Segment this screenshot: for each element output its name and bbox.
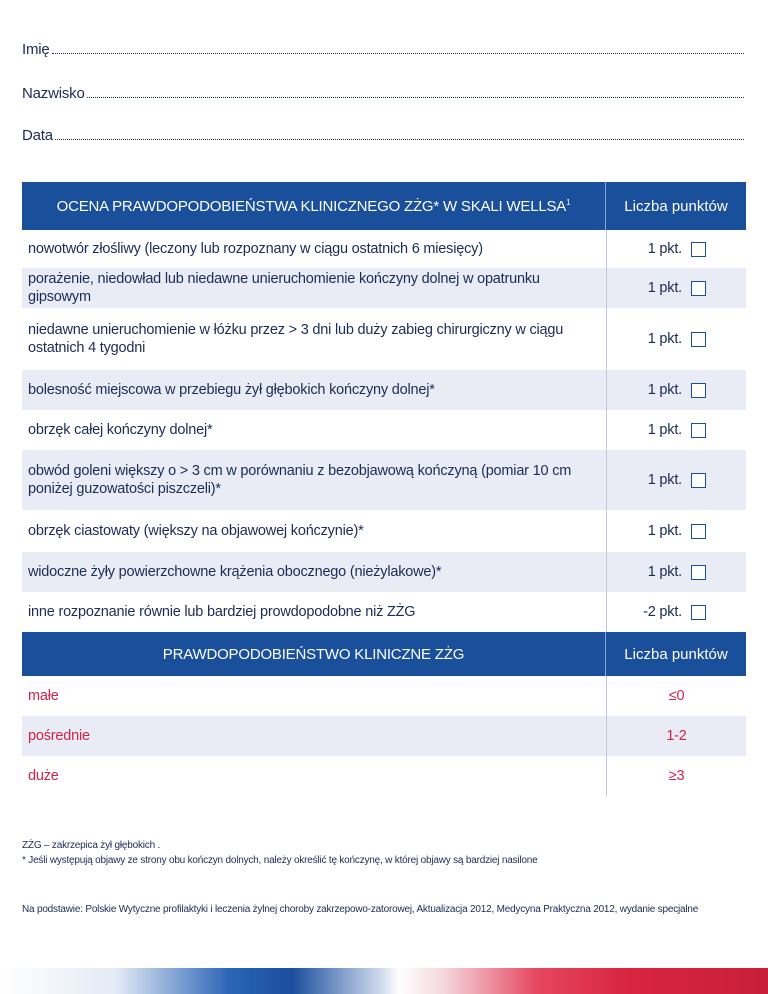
wells-header-points: Liczba punktów (605, 182, 746, 230)
criterion-text: inne rozpoznanie równie lub bardziej pro… (28, 604, 416, 620)
criterion-text: obrzęk ciastowaty (większy na objawowej … (28, 523, 364, 539)
probability-header: PRAWDOPODOBIEŃSTWO KLINICZNE ZŻG Liczba … (22, 632, 746, 676)
wells-row: inne rozpoznanie równie lub bardziej pro… (22, 592, 746, 632)
wells-row: bolesność miejscowa w przebiegu żył głęb… (22, 370, 746, 410)
wells-row: obrzęk ciastowaty (większy na objawowej … (22, 510, 746, 552)
probability-value: ≤0 (606, 676, 746, 716)
criterion-text: porażenie, niedowład lub niedawne unieru… (28, 271, 540, 305)
criterion-checkbox[interactable] (691, 331, 706, 347)
probability-label: duże (28, 768, 59, 784)
criterion-text: obwód goleni większy o > 3 cm w porównan… (28, 463, 572, 497)
criterion-text: obrzęk całej kończyny dolnej* (28, 422, 213, 438)
wells-row: obrzęk całej kończyny dolnej* 1 pkt. (22, 410, 746, 450)
wells-row: obwód goleni większy o > 3 cm w porównan… (22, 450, 746, 510)
probability-value: ≥3 (606, 756, 746, 796)
wells-row: nowotwór złośliwy (leczony lub rozpoznan… (22, 230, 746, 268)
points-cell: 1 pkt. (606, 308, 746, 370)
points-cell: 1 pkt. (606, 552, 746, 592)
points-cell: -2 pkt. (606, 592, 746, 632)
points-cell: 1 pkt. (606, 370, 746, 410)
wells-header: OCENA PRAWDOPODOBIEŃSTWA KLINICZNEGO ZŻG… (22, 182, 746, 230)
points-cell: 1 pkt. (606, 510, 746, 552)
points-cell: 1 pkt. (606, 410, 746, 450)
points-value: 1 pkt. (647, 331, 682, 347)
points-value: 1 pkt. (647, 472, 682, 488)
criterion-checkbox[interactable] (691, 280, 706, 296)
points-value: 1 pkt. (647, 382, 682, 398)
wells-table: OCENA PRAWDOPODOBIEŃSTWA KLINICZNEGO ZŻG… (22, 182, 746, 796)
points-value: 1 pkt. (647, 422, 682, 438)
date-line (54, 138, 744, 140)
criterion-text: niedawne unieruchomienie w łóżku przez >… (28, 322, 564, 356)
points-cell: 1 pkt. (606, 450, 746, 510)
wells-row: widoczne żyły powierzchowne krążenia obo… (22, 552, 746, 592)
first-name-label: Imię (22, 41, 50, 58)
date-label: Data (22, 127, 53, 144)
probability-row: pośrednie 1-2 (22, 716, 746, 756)
first-name-field[interactable]: Imię (22, 36, 744, 58)
first-name-line (51, 52, 744, 54)
points-value: -2 pkt. (643, 604, 682, 620)
last-name-label: Nazwisko (22, 85, 85, 102)
criterion-text: bolesność miejscowa w przebiegu żył głęb… (28, 382, 435, 398)
date-field[interactable]: Data (22, 122, 744, 144)
points-value: 1 pkt. (647, 523, 682, 539)
criterion-text: widoczne żyły powierzchowne krążenia obo… (28, 564, 442, 580)
probability-header-title: PRAWDOPODOBIEŃSTWO KLINICZNE ZŻG (162, 645, 465, 663)
criterion-checkbox[interactable] (691, 604, 706, 620)
points-value: 1 pkt. (647, 241, 682, 257)
probability-row: duże ≥3 (22, 756, 746, 796)
criterion-checkbox[interactable] (691, 241, 706, 257)
footnote-asterisk: * Jeśli występują objawy ze strony obu k… (22, 855, 538, 866)
points-value: 1 pkt. (647, 564, 682, 580)
criterion-checkbox[interactable] (691, 523, 706, 539)
last-name-field[interactable]: Nazwisko (22, 80, 744, 102)
probability-value: 1-2 (606, 716, 746, 756)
criterion-checkbox[interactable] (691, 472, 706, 488)
source-note: Na podstawie: Polskie Wytyczne profilakt… (22, 904, 699, 915)
footnote-abbreviation: ZŻG – zakrzepica żył głębokich . (22, 840, 161, 851)
wells-header-sup: 1 (566, 197, 571, 207)
decorative-stripe (0, 968, 768, 994)
criterion-checkbox[interactable] (691, 564, 706, 580)
points-cell: 1 pkt. (606, 230, 746, 268)
criterion-checkbox[interactable] (691, 422, 706, 438)
wells-row: niedawne unieruchomienie w łóżku przez >… (22, 308, 746, 370)
probability-label: pośrednie (28, 728, 90, 744)
last-name-line (86, 96, 744, 98)
probability-header-points: Liczba punktów (605, 632, 746, 676)
points-value: 1 pkt. (647, 280, 682, 296)
probability-label: małe (28, 688, 59, 704)
criterion-text: nowotwór złośliwy (leczony lub rozpoznan… (28, 241, 483, 257)
probability-row: małe ≤0 (22, 676, 746, 716)
wells-header-title: OCENA PRAWDOPODOBIEŃSTWA KLINICZNEGO ZŻG… (56, 197, 571, 215)
criterion-checkbox[interactable] (691, 382, 706, 398)
points-cell: 1 pkt. (606, 268, 746, 308)
wells-row: porażenie, niedowład lub niedawne unieru… (22, 268, 746, 308)
